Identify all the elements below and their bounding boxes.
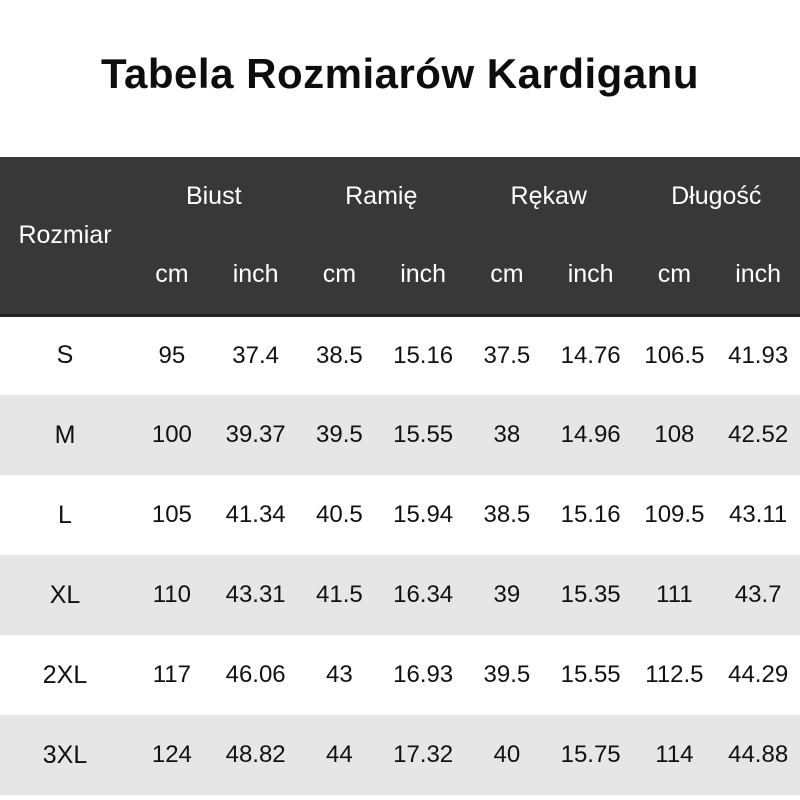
- value-cell: 14.96: [560, 421, 621, 448]
- value-cell: 15.55: [560, 661, 621, 688]
- value-cell: 41.93: [728, 341, 789, 369]
- value-cell: 100: [151, 421, 192, 448]
- size-cell: S: [56, 341, 74, 370]
- value-cell: 44.29: [728, 661, 789, 688]
- table-row: XL 110 43.31 41.5 16.34 39 15.35 111 43.…: [0, 555, 800, 635]
- value-cell: 110: [152, 581, 191, 608]
- value-cell: 111: [656, 581, 693, 608]
- value-cell: 15.16: [393, 341, 454, 369]
- table-row: 2XL 117 46.06 43 16.93 39.5 15.55 112.5 …: [0, 635, 800, 715]
- value-cell: 15.16: [560, 501, 621, 528]
- size-cell: XL: [49, 580, 81, 609]
- value-cell: 16.93: [393, 661, 454, 688]
- value-cell: 40: [493, 741, 521, 768]
- value-cell: 39.37: [225, 421, 286, 448]
- value-cell: 15.75: [560, 741, 621, 768]
- unit-header-cm: cm: [130, 236, 214, 317]
- unit-header-inch: inch: [213, 236, 298, 317]
- column-header-rekaw: Rękaw: [465, 157, 633, 236]
- value-cell: 39.5: [483, 661, 531, 688]
- unit-header-cm: cm: [297, 236, 382, 317]
- value-cell: 15.94: [393, 501, 454, 528]
- table-header: Rozmiar Biust Ramię Rękaw Długość cm inc…: [0, 157, 800, 317]
- value-cell: 44.88: [728, 741, 789, 768]
- column-header-ramie: Ramię: [297, 157, 465, 236]
- value-cell: 38.5: [316, 341, 363, 369]
- value-cell: 39: [493, 581, 521, 608]
- value-cell: 37.4: [232, 341, 279, 369]
- size-cell: 3XL: [42, 740, 88, 769]
- value-cell: 124: [151, 741, 192, 768]
- value-cell: 46.06: [225, 661, 286, 688]
- value-cell: 39.5: [316, 421, 363, 448]
- table-body: S 95 37.4 38.5 15.16 37.5 14.76 106.5 41…: [0, 315, 800, 795]
- value-cell: 17.32: [393, 741, 454, 768]
- value-cell: 43: [326, 661, 353, 688]
- column-header-rozmiar: Rozmiar: [0, 157, 130, 317]
- header-unit-row: cm inch cm inch cm inch cm inch: [0, 236, 800, 317]
- value-cell: 117: [152, 661, 191, 688]
- value-cell: 95: [158, 341, 186, 369]
- value-cell: 108: [654, 421, 695, 448]
- value-cell: 41.34: [225, 501, 286, 528]
- value-cell: 43.7: [734, 581, 782, 608]
- page-title: Tabela Rozmiarów Kardiganu: [101, 50, 699, 97]
- value-cell: 37.5: [483, 341, 531, 369]
- value-cell: 38.5: [483, 501, 531, 528]
- value-cell: 44: [326, 741, 353, 768]
- size-cell: M: [54, 420, 76, 449]
- value-cell: 114: [655, 741, 694, 768]
- column-header-biust: Biust: [130, 157, 298, 236]
- value-cell: 105: [151, 501, 192, 528]
- unit-header-cm: cm: [632, 236, 717, 317]
- value-cell: 48.82: [225, 741, 286, 768]
- value-cell: 112.5: [645, 661, 704, 688]
- table-row: 3XL 124 48.82 44 17.32 40 15.75 114 44.8…: [0, 715, 800, 795]
- value-cell: 106.5: [644, 341, 705, 369]
- value-cell: 16.34: [393, 581, 454, 608]
- table-row: L 105 41.34 40.5 15.94 38.5 15.16 109.5 …: [0, 475, 800, 555]
- value-cell: 43.31: [225, 581, 286, 608]
- unit-header-cm: cm: [465, 236, 549, 317]
- value-cell: 42.52: [728, 421, 789, 448]
- value-cell: 15.55: [393, 421, 454, 448]
- value-cell: 14.76: [560, 341, 621, 369]
- column-header-dlugosc: Długość: [632, 157, 800, 236]
- size-cell: 2XL: [42, 660, 88, 689]
- value-cell: 38: [493, 421, 521, 448]
- unit-header-inch: inch: [548, 236, 633, 317]
- value-cell: 40.5: [316, 501, 363, 528]
- unit-header-inch: inch: [381, 236, 465, 317]
- value-cell: 15.35: [560, 581, 621, 608]
- size-table: Rozmiar Biust Ramię Rękaw Długość cm inc…: [0, 157, 800, 795]
- value-cell: 43.11: [729, 501, 788, 528]
- unit-header-inch: inch: [716, 236, 800, 317]
- value-cell: 41.5: [316, 581, 363, 608]
- size-cell: L: [58, 500, 72, 529]
- table-row: S 95 37.4 38.5 15.16 37.5 14.76 106.5 41…: [0, 315, 800, 395]
- header-group-row: Rozmiar Biust Ramię Rękaw Długość: [0, 157, 800, 317]
- value-cell: 109.5: [644, 501, 705, 528]
- table-row: M 100 39.37 39.5 15.55 38 14.96 108 42.5…: [0, 395, 800, 475]
